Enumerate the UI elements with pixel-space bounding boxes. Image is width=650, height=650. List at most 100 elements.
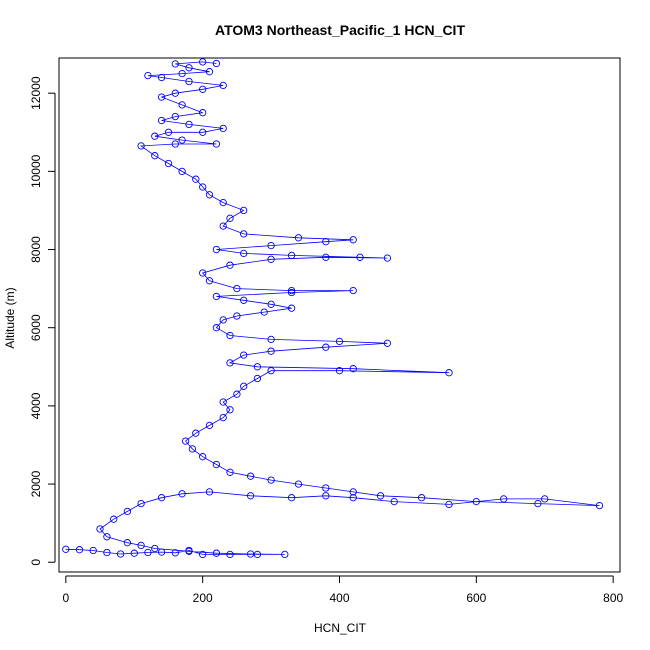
- data-point: [322, 253, 330, 261]
- data-point: [212, 549, 221, 557]
- data-point: [253, 374, 262, 383]
- data-point: [130, 549, 138, 557]
- data-point: [178, 69, 186, 78]
- data-point: [267, 335, 275, 344]
- data-point: [157, 93, 166, 101]
- data-point: [267, 367, 275, 375]
- x-tick-label: 800: [603, 591, 623, 605]
- data-point: [335, 337, 344, 346]
- data-point: [164, 128, 173, 136]
- data-point: [287, 251, 296, 260]
- data-point: [240, 230, 248, 238]
- data-point: [240, 206, 248, 215]
- data-point: [116, 550, 125, 558]
- data-point: [212, 59, 221, 68]
- data-point: [178, 490, 186, 498]
- data-point: [110, 515, 118, 523]
- chart-title: ATOM3 Northeast_Pacific_1 HCN_CIT: [215, 22, 465, 38]
- series-line: [65, 61, 600, 555]
- data-point: [322, 484, 330, 492]
- y-axis-label: Altitude (m): [3, 287, 17, 348]
- data-point: [287, 304, 296, 312]
- data-point: [62, 545, 70, 553]
- data-point: [246, 472, 255, 480]
- data-point: [205, 277, 214, 285]
- data-point: [294, 234, 303, 242]
- data-point: [349, 494, 357, 502]
- x-tick-label: 400: [329, 591, 349, 605]
- y-tick-label: 2000: [29, 470, 43, 497]
- data-point: [267, 255, 275, 263]
- data-point: [267, 241, 275, 250]
- data-point: [322, 343, 330, 351]
- data-point: [185, 64, 193, 72]
- data-point: [205, 421, 214, 430]
- data-point: [137, 142, 145, 150]
- data-point: [219, 316, 227, 324]
- data-point: [253, 363, 262, 371]
- y-tick-label: 4000: [29, 392, 43, 419]
- data-point: [219, 413, 227, 422]
- data-point: [171, 549, 179, 557]
- y-tick-label: 6000: [29, 314, 43, 341]
- data-point: [472, 497, 480, 506]
- data-point: [390, 497, 398, 506]
- data-point: [199, 58, 207, 66]
- data-point: [500, 495, 508, 503]
- data-point: [226, 468, 234, 476]
- data-point: [205, 488, 214, 496]
- data-point: [287, 288, 296, 297]
- data-point: [534, 499, 542, 508]
- data-point: [137, 541, 145, 550]
- data-point: [226, 550, 234, 559]
- data-point: [294, 480, 303, 488]
- data-point: [287, 494, 296, 502]
- data-point: [226, 261, 234, 269]
- plot-frame: [58, 57, 621, 573]
- data-point: [199, 453, 207, 461]
- data-point: [212, 245, 221, 254]
- data-point: [417, 494, 426, 502]
- data-point: [445, 500, 453, 509]
- data-point: [164, 159, 173, 168]
- data-point: [123, 507, 132, 516]
- x-tick-label: 600: [466, 591, 486, 605]
- x-tick-label: 200: [193, 591, 213, 605]
- data-point: [226, 214, 234, 222]
- data-point: [75, 546, 84, 554]
- data-point: [199, 550, 207, 559]
- y-tick-label: 10000: [29, 154, 43, 188]
- data-point: [144, 548, 152, 557]
- data-point: [185, 120, 193, 129]
- data-point: [199, 128, 207, 136]
- data-point: [240, 249, 248, 258]
- data-point: [267, 347, 275, 355]
- data-point: [103, 533, 111, 541]
- data-point: [246, 550, 255, 558]
- data-point: [349, 236, 357, 244]
- data-point: [219, 398, 227, 406]
- data-point: [240, 296, 248, 304]
- y-tick-label: 8000: [29, 236, 43, 263]
- data-point: [219, 198, 227, 207]
- data-point: [171, 89, 179, 97]
- data-point: [188, 445, 197, 453]
- data-point: [349, 286, 357, 295]
- data-point: [199, 183, 207, 191]
- data-point: [383, 254, 392, 262]
- data-point: [212, 460, 221, 469]
- data-point: [267, 476, 275, 484]
- data-point: [240, 382, 248, 390]
- data-point: [181, 437, 190, 445]
- data-point: [445, 369, 453, 377]
- y-axis: 0 2000 4000 6000 8000 10000 12000: [29, 76, 56, 566]
- data-point: [151, 544, 159, 553]
- data-point: [383, 339, 392, 347]
- data-point: [199, 269, 207, 277]
- data-point: [151, 132, 159, 140]
- data-point: [233, 312, 241, 320]
- data-point: [199, 109, 207, 117]
- data-point: [226, 331, 234, 340]
- y-tick-label: 12000: [29, 76, 43, 110]
- data-point: [171, 112, 179, 121]
